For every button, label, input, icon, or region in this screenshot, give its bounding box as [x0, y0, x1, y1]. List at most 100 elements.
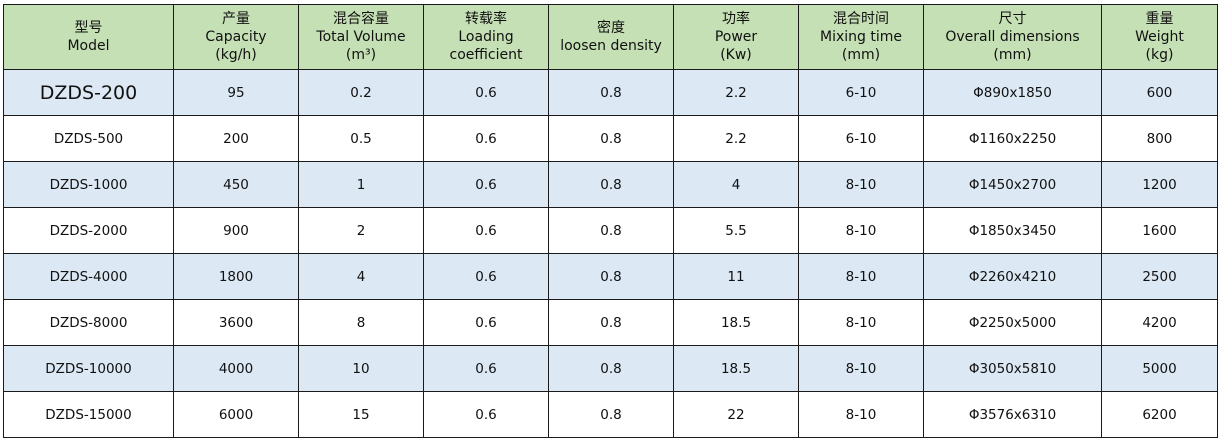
cell-capacity: 900: [173, 207, 299, 254]
cell-model: DZDS-200: [3, 69, 174, 116]
cell-mixing-time: 8-10: [798, 207, 924, 254]
cell-power: 11: [673, 253, 799, 300]
header-capacity-en: Capacity: [205, 29, 267, 45]
table-row: DZDS-4000 1800 4 0.6 0.8 11 8-10 Φ2260x4210 2500: [3, 253, 1218, 300]
cell-total-volume: 1: [298, 161, 424, 208]
cell-capacity: 4000: [173, 345, 299, 392]
cell-total-volume: 2: [298, 207, 424, 254]
cell-mixing-time: 8-10: [798, 161, 924, 208]
header-loading-coefficient-zh: 转载率: [465, 11, 507, 27]
table-row: DZDS-15000 6000 15 0.6 0.8 22 8-10 Φ3576x6310 62…: [3, 391, 1218, 438]
table-row: DZDS-2000 900 2 0.6 0.8 5.5 8-10 Φ1850x3450 1600: [3, 207, 1218, 254]
cell-mixing-time: 6-10: [798, 69, 924, 116]
header-mixing-time-zh: 混合时间: [833, 11, 889, 27]
cell-capacity: 95: [173, 69, 299, 116]
cell-mixing-time: 8-10: [798, 253, 924, 300]
cell-model: DZDS-15000: [3, 391, 174, 438]
cell-power: 22: [673, 391, 799, 438]
cell-loading-coefficient: 0.6: [423, 115, 549, 162]
cell-loading-coefficient: 0.6: [423, 391, 549, 438]
header-overall-dimensions: 尺寸 Overall dimensions (mm): [923, 4, 1102, 70]
cell-loosen-density: 0.8: [548, 345, 674, 392]
header-loading-coefficient: 转载率 Loading coefficient: [423, 4, 549, 70]
cell-loosen-density: 0.8: [548, 207, 674, 254]
table-row: DZDS-8000 3600 8 0.6 0.8 18.5 8-10 Φ2250x5000 42…: [3, 299, 1218, 346]
header-capacity-zh: 产量: [222, 11, 250, 27]
cell-total-volume: 15: [298, 391, 424, 438]
cell-model: DZDS-500: [3, 115, 174, 162]
header-power-zh: 功率: [722, 11, 750, 27]
cell-total-volume: 8: [298, 299, 424, 346]
header-row: 型号 Model 产量 Capacity (kg/h) 混合容量 Total Volume (…: [3, 4, 1218, 70]
cell-overall-dimensions: Φ1850x3450: [923, 207, 1102, 254]
header-loosen-density: 密度 loosen density: [548, 4, 674, 70]
cell-overall-dimensions: Φ2250x5000: [923, 299, 1102, 346]
cell-weight: 800: [1101, 115, 1218, 162]
cell-power: 2.2: [673, 115, 799, 162]
cell-mixing-time: 8-10: [798, 391, 924, 438]
cell-loosen-density: 0.8: [548, 299, 674, 346]
cell-power: 4: [673, 161, 799, 208]
cell-total-volume: 0.2: [298, 69, 424, 116]
header-model-zh: 型号: [74, 20, 103, 36]
cell-overall-dimensions: Φ3050x5810: [923, 345, 1102, 392]
header-total-volume-en: Total Volume: [316, 29, 406, 45]
cell-model: DZDS-10000: [3, 345, 174, 392]
cell-power: 5.5: [673, 207, 799, 254]
cell-loading-coefficient: 0.6: [423, 161, 549, 208]
header-weight-zh: 重量: [1145, 11, 1174, 27]
cell-overall-dimensions: Φ890x1850: [923, 69, 1102, 116]
cell-mixing-time: 6-10: [798, 115, 924, 162]
cell-capacity: 1800: [173, 253, 299, 300]
header-total-volume-zh: 混合容量: [333, 11, 389, 27]
cell-weight: 5000: [1101, 345, 1218, 392]
cell-loosen-density: 0.8: [548, 115, 674, 162]
header-loosen-density-zh: 密度: [597, 20, 625, 36]
header-power-en: Power: [714, 29, 758, 45]
header-power-unit: (Kw): [720, 47, 752, 63]
cell-weight: 1600: [1101, 207, 1218, 254]
table-body: DZDS-200 95 0.2 0.6 0.8 2.2 6-10 Φ890x1850 600 DZ…: [3, 69, 1218, 438]
header-model: 型号 Model: [3, 4, 174, 70]
cell-total-volume: 4: [298, 253, 424, 300]
cell-loading-coefficient: 0.6: [423, 69, 549, 116]
header-overall-dimensions-en: Overall dimensions: [945, 29, 1080, 45]
cell-capacity: 450: [173, 161, 299, 208]
cell-capacity: 6000: [173, 391, 299, 438]
cell-weight: 600: [1101, 69, 1218, 116]
cell-capacity: 3600: [173, 299, 299, 346]
cell-model: DZDS-2000: [3, 207, 174, 254]
cell-power: 18.5: [673, 345, 799, 392]
mixer-spec-table: 型号 Model 产量 Capacity (kg/h) 混合容量 Total Volume (…: [3, 4, 1218, 438]
cell-loosen-density: 0.8: [548, 391, 674, 438]
cell-weight: 2500: [1101, 253, 1218, 300]
cell-overall-dimensions: Φ1160x2250: [923, 115, 1102, 162]
table-row: DZDS-200 95 0.2 0.6 0.8 2.2 6-10 Φ890x1850 600: [3, 69, 1218, 116]
cell-model: DZDS-1000: [3, 161, 174, 208]
table-row: DZDS-500 200 0.5 0.6 0.8 2.2 6-10 Φ1160x2250 800: [3, 115, 1218, 162]
cell-power: 2.2: [673, 69, 799, 116]
cell-loading-coefficient: 0.6: [423, 299, 549, 346]
header-overall-dimensions-unit: (mm): [993, 47, 1032, 63]
header-model-en: Model: [67, 38, 110, 54]
cell-loading-coefficient: 0.6: [423, 345, 549, 392]
cell-total-volume: 0.5: [298, 115, 424, 162]
cell-overall-dimensions: Φ3576x6310: [923, 391, 1102, 438]
header-loading-coefficient-en: Loading: [458, 29, 514, 45]
cell-loosen-density: 0.8: [548, 69, 674, 116]
cell-weight: 1200: [1101, 161, 1218, 208]
header-capacity-unit: (kg/h): [215, 47, 257, 63]
cell-mixing-time: 8-10: [798, 345, 924, 392]
header-weight-en: Weight: [1135, 29, 1184, 45]
cell-capacity: 200: [173, 115, 299, 162]
header-total-volume-unit: (m³): [345, 47, 377, 63]
header-mixing-time: 混合时间 Mixing time (mm): [798, 4, 924, 70]
cell-power: 18.5: [673, 299, 799, 346]
header-mixing-time-unit: (mm): [841, 47, 881, 63]
cell-model: DZDS-8000: [3, 299, 174, 346]
header-weight-unit: (kg): [1145, 47, 1174, 63]
cell-loosen-density: 0.8: [548, 161, 674, 208]
cell-weight: 4200: [1101, 299, 1218, 346]
cell-mixing-time: 8-10: [798, 299, 924, 346]
